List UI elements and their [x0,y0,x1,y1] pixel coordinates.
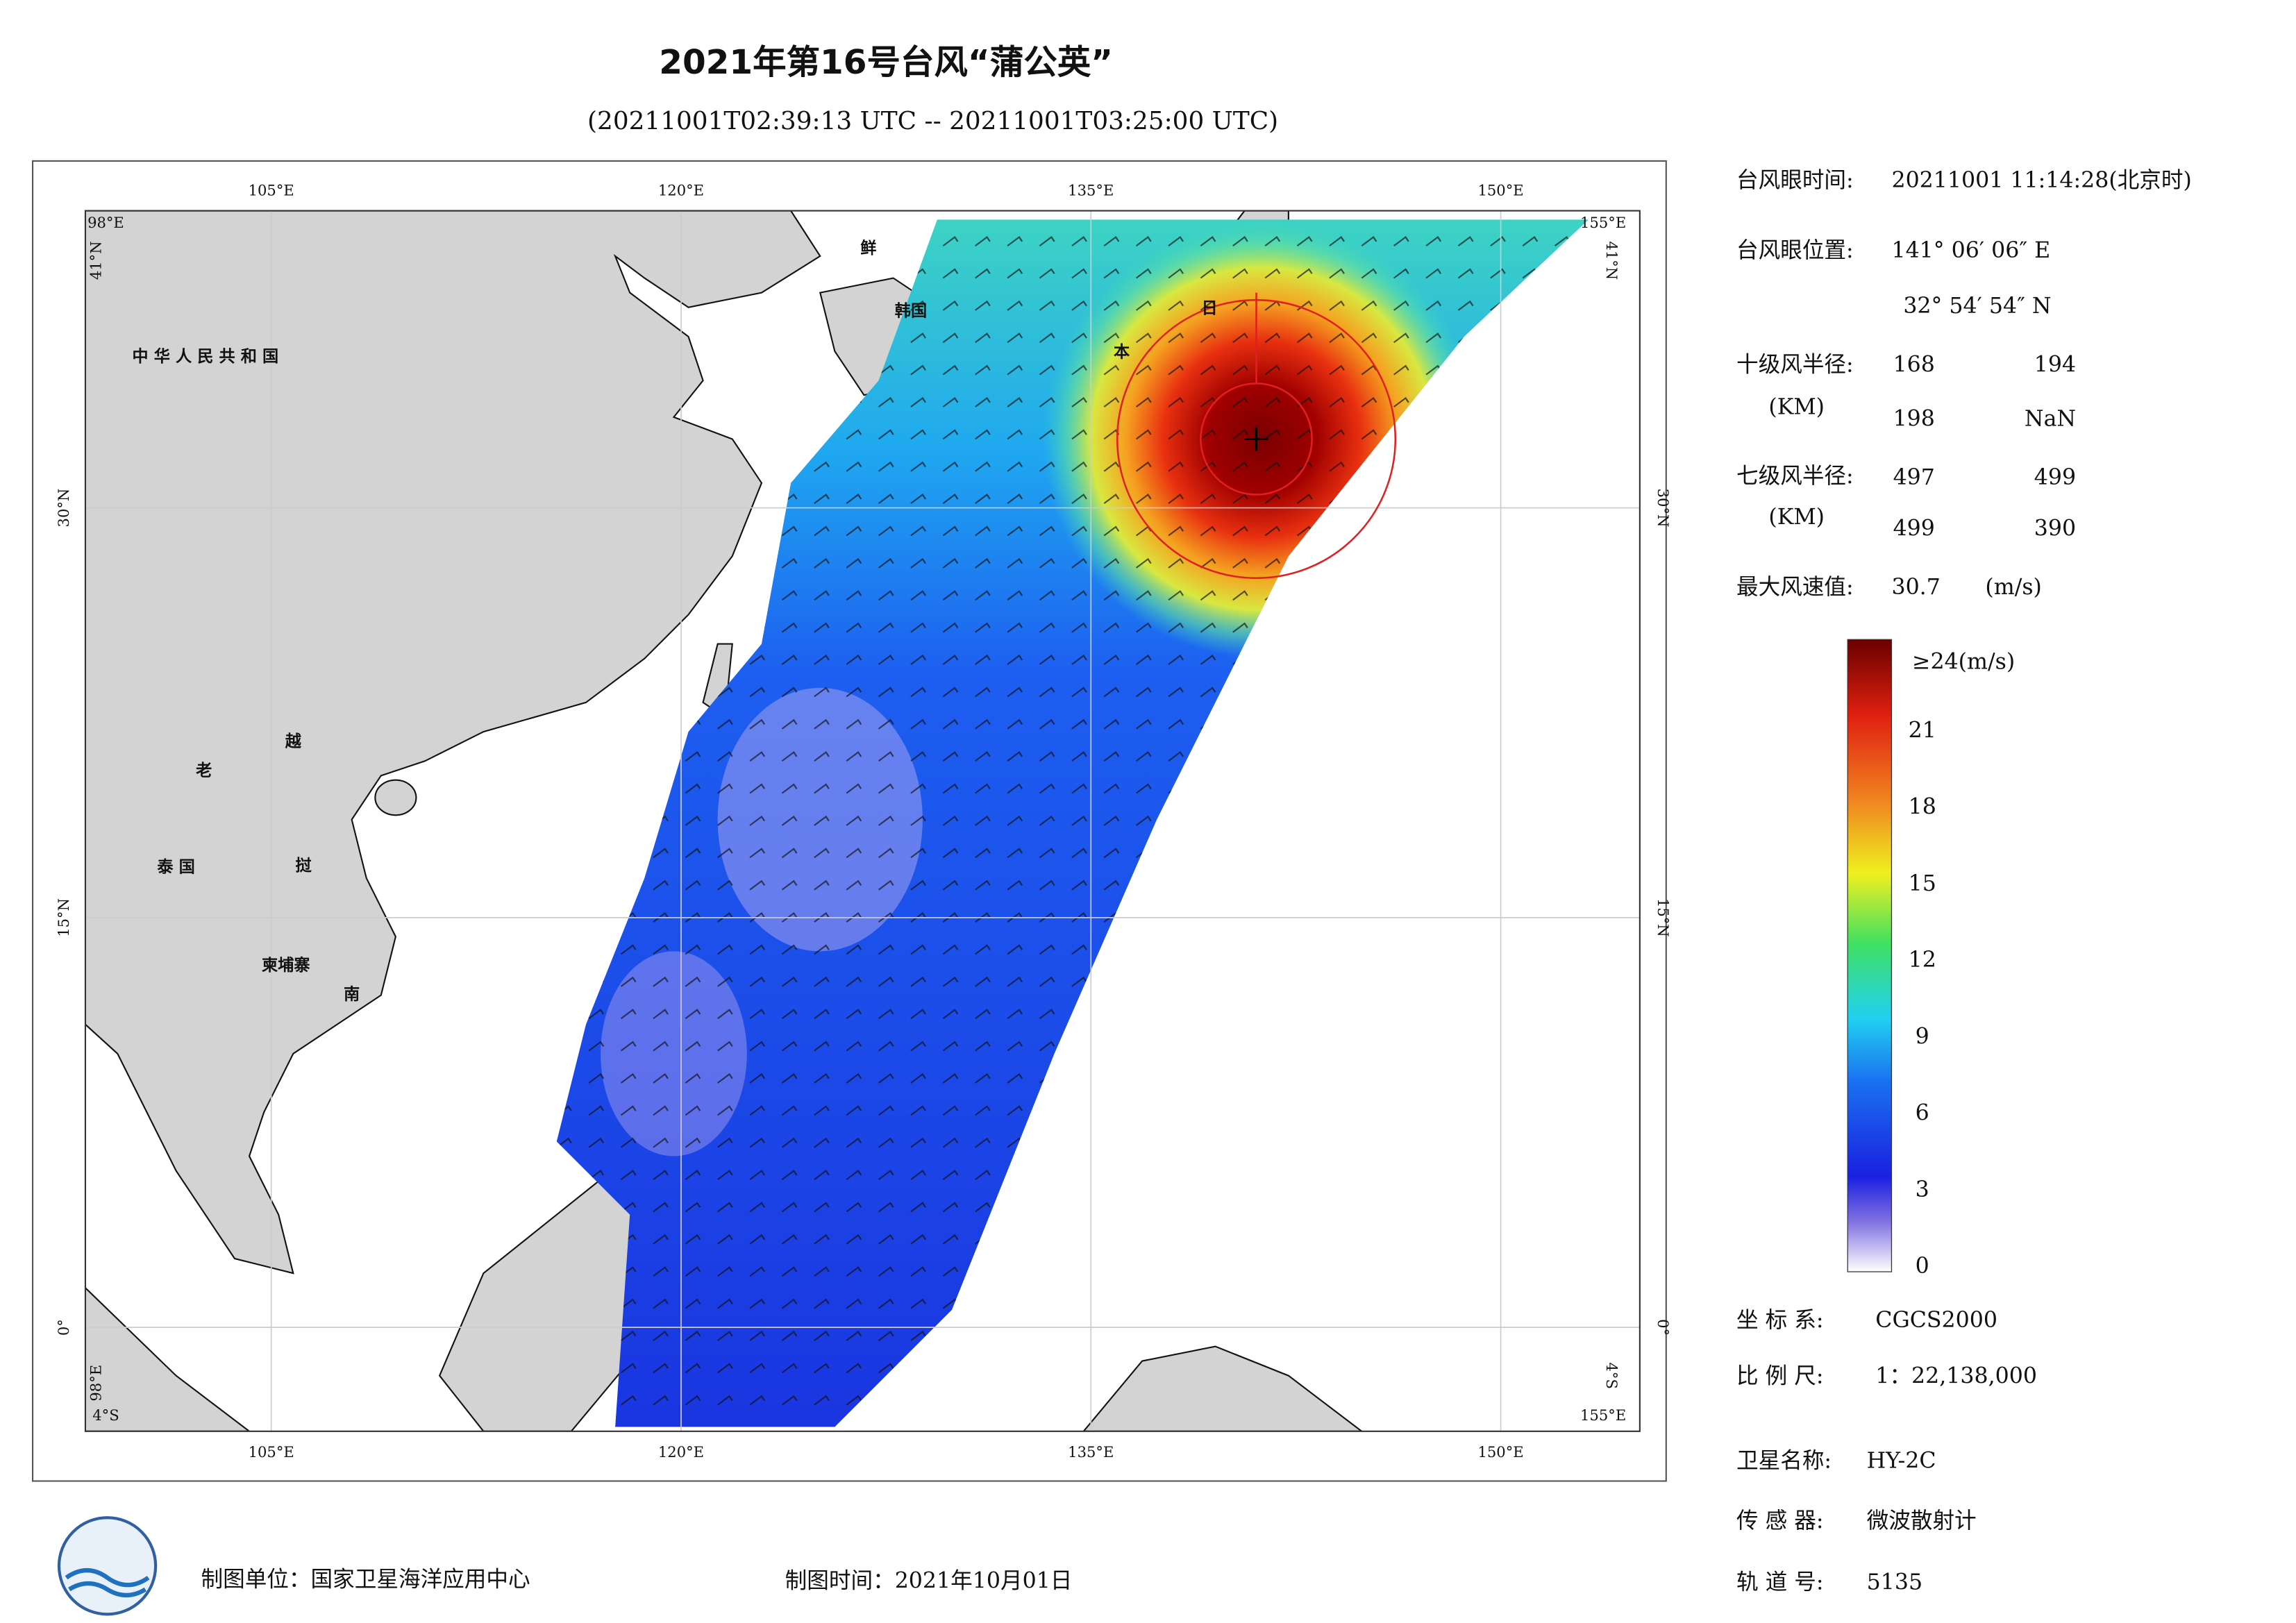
value: CGCS2000 [1875,1308,1997,1333]
colorbar [1847,639,1893,1272]
subtitle: (20211001T02:39:13 UTC -- 20211001T03:25… [587,107,1278,135]
corner-label: 41°N [87,241,104,280]
place-label: 泰 国 [156,858,194,877]
place-label: 本 [1114,343,1130,362]
unit: (m/s) [1985,575,2042,600]
place-label: 日 [1201,298,1217,317]
lat-label: 15°N [1654,898,1672,937]
value: 5135 [1867,1570,1922,1595]
lat-label: 30°N [1654,489,1672,528]
lon-label: 150°E [1477,1443,1523,1461]
colorbar-tick: 3 [1916,1177,1929,1202]
labels: 105°E 105°E 120°E 120°E 135°E 135°E 150°E 150°E… [55,168,2192,1595]
eye-marker [1244,427,1268,451]
value: 30.7 [1891,575,1940,600]
map-frame [31,160,1667,1482]
label: 传 感 器: [1736,1508,1824,1533]
radius-value: 390 [2034,516,2076,541]
lon-label: 135°E [1068,182,1114,199]
label: 七级风半径: [1736,464,1854,489]
place-label: 中 华 人 民 共 和 国 [132,347,278,366]
place-label: 越 [285,732,302,750]
title: 2021年第16号台风“蒲公英” [659,43,1113,82]
radius-value: NaN [2025,407,2076,432]
colorbar-tick: 15 [1909,871,1936,896]
graticule [85,210,1640,1431]
label: 卫星名称: [1736,1449,1832,1474]
colorbar-label: ≥24(m/s) [1912,650,2015,675]
corner-label: 155°E [1580,1406,1626,1424]
place-label: 老 [195,762,212,780]
footer-unit: 制图单位：国家卫星海洋应用中心 [201,1567,530,1592]
colorbar-tick: 0 [1916,1254,1929,1279]
place-label: 挝 [295,857,312,875]
radius-value: 499 [1893,516,1935,541]
colorbar-tick: 12 [1909,948,1936,973]
unit: (KM) [1768,395,1825,420]
radius-value: 198 [1893,407,1935,432]
lon-label: 120°E [658,182,704,199]
lat-label: 15°N [55,898,72,937]
corner-label: 98°E [87,214,124,231]
colorbar-tick: 6 [1916,1101,1929,1126]
value: 32° 54′ 54″ N [1903,294,2051,319]
lon-label: 105°E [249,182,294,199]
place-label: 南 [344,985,360,1004]
wind-radius [1116,292,1397,580]
lon-label: 135°E [1068,1443,1114,1461]
label: 坐 标 系: [1736,1308,1824,1333]
radius-value: 497 [1893,465,1935,490]
label: 台风眼位置: [1736,238,1854,263]
corner-label: 155°E [1580,214,1626,231]
lat-label: 30°N [55,489,72,528]
value: HY-2C [1867,1449,1936,1474]
place-label: 柬埔寨 [262,956,310,975]
lon-label: 120°E [658,1443,704,1461]
lat-label: 0° [1654,1319,1672,1336]
value: 20211001 11:14:28(北京时) [1891,168,2191,193]
colorbar-tick: 18 [1909,795,1936,820]
corner-label: 4°S [92,1406,119,1424]
lon-label: 105°E [249,1443,294,1461]
place-label: 韩国 [895,302,927,321]
lon-label: 150°E [1477,182,1523,199]
map [85,210,1640,1431]
radius-value: 168 [1893,353,1935,378]
logo [57,1516,158,1616]
label: 比 例 尺: [1736,1363,1824,1388]
radius-value: 194 [2034,353,2076,378]
place-label: 鲜 [860,239,876,258]
colorbar-tick: 9 [1916,1024,1929,1049]
lat-label: 0° [55,1319,72,1336]
corner-label: 4°S [1603,1363,1620,1389]
unit: (KM) [1768,505,1825,530]
corner-label: 98°E [87,1365,104,1402]
map-border [84,210,1641,1432]
label: 十级风半径: [1736,353,1854,378]
label: 台风眼时间: [1736,168,1854,193]
value: 141° 06′ 06″ E [1891,238,2050,263]
colorbar-tick: 21 [1909,718,1936,743]
corner-label: 41°N [1603,241,1620,280]
radius-value: 499 [2034,465,2076,490]
value: 微波散射计 [1867,1508,1977,1533]
label: 轨 道 号: [1736,1570,1824,1595]
footer-time: 制图时间：2021年10月01日 [785,1568,1073,1593]
label: 最大风速值: [1736,575,1854,600]
value: 1：22,138,000 [1875,1363,2037,1388]
